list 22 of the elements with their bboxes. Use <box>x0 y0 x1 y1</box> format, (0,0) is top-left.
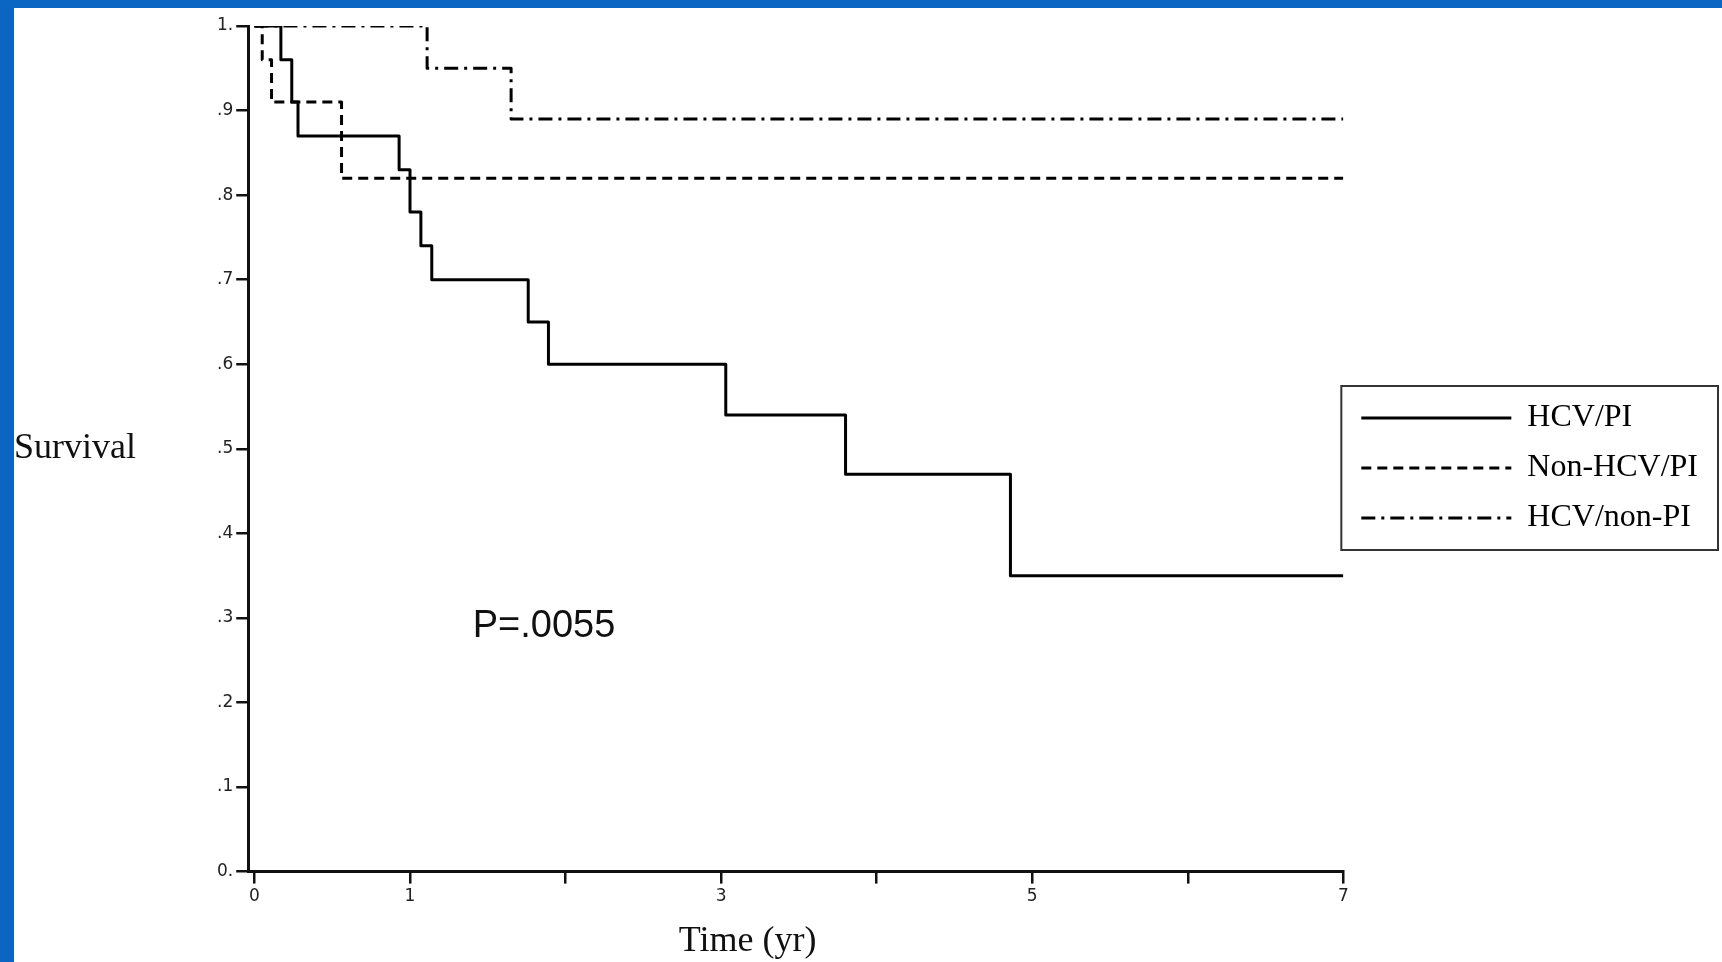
y-tick-label: 1. <box>216 14 234 35</box>
legend-label: Non-HCV/PI <box>1527 447 1698 484</box>
y-axis-title: Survival <box>14 426 136 467</box>
y-tick-label: .7 <box>216 268 234 289</box>
x-tick-label: 3 <box>715 885 727 906</box>
y-tick-label: .2 <box>216 690 234 711</box>
y-tick-label: .4 <box>216 521 234 542</box>
x-tick-label: 5 <box>1026 885 1038 906</box>
y-tick-label: 0. <box>216 860 234 881</box>
legend-label: HCV/non-PI <box>1527 497 1691 534</box>
y-tick-label: .3 <box>216 606 234 627</box>
legend-label: HCV/PI <box>1527 397 1633 434</box>
y-tick-label: .1 <box>216 775 234 796</box>
y-tick-label: .9 <box>216 98 234 119</box>
y-tick-label: .8 <box>216 183 234 204</box>
x-tick-label: 7 <box>1337 885 1349 906</box>
y-tick-label: .5 <box>216 437 234 458</box>
x-tick-label: 0 <box>249 885 260 906</box>
x-tick-label: 1 <box>404 885 416 906</box>
x-axis-title: Time (yr) <box>678 919 817 960</box>
annotation: P=.0055 <box>472 602 616 645</box>
y-tick-label: .6 <box>216 352 234 373</box>
